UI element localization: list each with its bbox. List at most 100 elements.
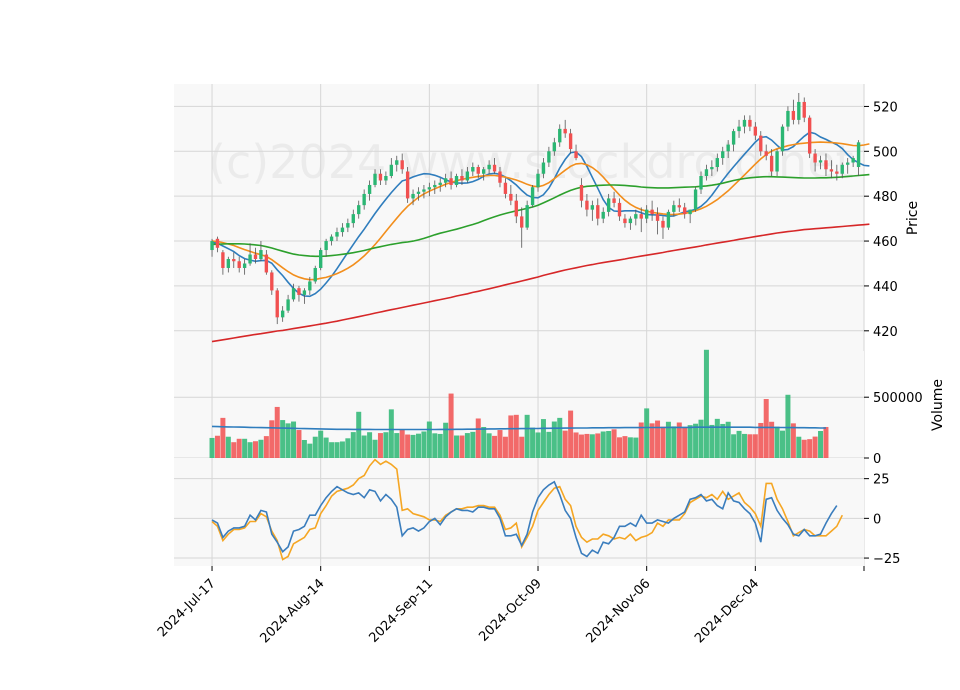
volume-bar	[399, 429, 405, 458]
signal-line	[211, 458, 844, 561]
candle-body	[661, 220, 665, 228]
price-axis-ticks: 420 440 460 480 500 520	[864, 100, 898, 340]
volume-bar	[535, 432, 541, 458]
candle-body	[644, 209, 649, 219]
candle-body	[596, 205, 600, 219]
candle-body	[683, 207, 687, 215]
price-tick-label: 520	[873, 100, 898, 115]
x-tick-label: 2024-Sep-11	[367, 576, 437, 646]
volume-bar	[426, 421, 432, 458]
volume-bar	[225, 436, 231, 458]
candle-body	[759, 135, 763, 152]
candle-body	[351, 214, 355, 224]
volume-bar	[361, 435, 367, 458]
candle-body	[753, 126, 758, 136]
candle-body	[400, 160, 404, 170]
volume-bar	[475, 418, 481, 458]
candle-body	[319, 250, 323, 268]
volume-bar	[329, 442, 335, 458]
watermark-text: (c)2024 www.stockdroid.net	[208, 135, 854, 189]
volume-bar	[513, 414, 519, 458]
volume-bar	[801, 439, 807, 458]
volume-bar	[350, 432, 356, 458]
candle-body	[742, 119, 747, 127]
price-tick-label: 420	[873, 325, 898, 340]
volume-bar	[540, 419, 546, 458]
volume-bar	[790, 423, 796, 458]
candle-body	[797, 101, 801, 120]
volume-bar	[269, 420, 275, 458]
candle-body	[259, 250, 263, 260]
volume-bar	[519, 436, 525, 458]
candle-body	[835, 171, 839, 174]
volume-average-line	[211, 425, 826, 431]
candle-body	[775, 151, 779, 172]
candle-body	[650, 209, 654, 215]
x-tick-label: 2024-Oct-09	[476, 576, 544, 644]
volume-bar	[459, 435, 465, 458]
volume-bar	[573, 432, 579, 458]
candle-body	[335, 232, 339, 237]
price-panel: (c)2024 www.stockdroid.net 420 440 460 480 5…	[174, 84, 921, 566]
candle-body	[688, 209, 692, 215]
volume-axis-title: Volume	[930, 379, 946, 431]
candle-body	[395, 160, 399, 165]
volume-bar	[606, 431, 612, 458]
candle-body	[280, 310, 285, 318]
candle-body	[530, 187, 535, 206]
volume-bar	[551, 421, 557, 458]
candle-body	[367, 184, 372, 194]
volume-bar	[714, 418, 720, 458]
volume-bar	[301, 440, 307, 458]
candle-body	[829, 169, 834, 172]
candle-body	[297, 288, 301, 295]
candle-body	[340, 227, 345, 233]
volume-bar	[432, 433, 438, 458]
volume-bar	[263, 436, 269, 458]
candle-body	[520, 216, 524, 228]
candle-body	[503, 182, 508, 194]
candle-body	[389, 164, 394, 176]
volume-bar	[693, 423, 699, 458]
x-tick-label: 2024-Aug-14	[257, 576, 327, 646]
candle-body	[226, 259, 231, 268]
sma-200-line	[211, 223, 870, 343]
volume-bar	[318, 430, 324, 458]
candle-body	[856, 142, 861, 168]
volume-bar	[638, 422, 644, 458]
volume-bar	[410, 434, 416, 458]
candle-body	[449, 178, 453, 185]
volume-bar	[339, 441, 345, 458]
volume-bar	[665, 421, 671, 458]
candle-body	[329, 236, 334, 242]
volume-bar	[312, 436, 318, 458]
candle-body	[731, 131, 736, 145]
candle-body	[786, 110, 790, 127]
candle-body	[248, 254, 252, 264]
volume-bar	[655, 420, 661, 458]
candle-body	[525, 205, 529, 228]
candle-body	[802, 101, 806, 118]
candle-body	[346, 223, 350, 228]
candle-body	[422, 189, 426, 192]
volume-bar	[709, 424, 715, 458]
candle-body	[585, 200, 589, 210]
candle-body	[780, 126, 785, 152]
volume-bar	[741, 433, 747, 458]
candle-body	[253, 254, 258, 260]
volume-bar	[502, 436, 508, 458]
candle-body	[465, 171, 470, 181]
volume-bar	[747, 434, 753, 458]
volume-bar	[285, 423, 291, 458]
volume-bar	[818, 431, 824, 458]
volume-tick-label: 500000	[873, 391, 923, 406]
candle-body	[498, 171, 502, 183]
volume-bar	[649, 423, 655, 458]
candle-body	[710, 167, 714, 170]
candle-body	[748, 119, 752, 127]
volume-bar	[214, 435, 220, 458]
volume-bar	[720, 423, 726, 458]
volume-bar	[568, 410, 574, 458]
candle-body	[715, 158, 719, 168]
